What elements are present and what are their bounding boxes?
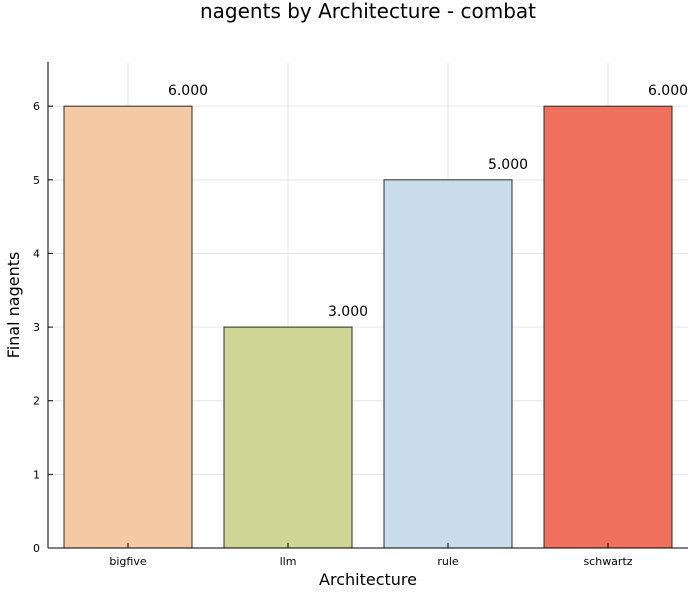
data-label-schwartz: 6.000 (648, 83, 688, 99)
chart-title: nagents by Architecture - combat (200, 0, 536, 23)
data-label-rule: 5.000 (488, 157, 528, 173)
y-tick-label: 3 (33, 321, 40, 334)
axes: 0 1 2 3 4 5 6 bigfive llm rule schwartz (33, 62, 688, 568)
x-tick-label: schwartz (583, 555, 632, 568)
y-tick-label: 0 (33, 542, 40, 555)
y-tick-label: 6 (33, 100, 40, 113)
x-tick-label: llm (280, 555, 297, 568)
x-tick-label: bigfive (109, 555, 146, 568)
bar-llm (223, 326, 353, 549)
bars (63, 105, 673, 549)
bar-bigfive (63, 105, 193, 549)
bar-rule (383, 179, 513, 549)
x-axis-label: Architecture (319, 570, 417, 589)
y-tick-label: 2 (33, 395, 40, 408)
bar-schwartz (543, 105, 673, 549)
data-label-bigfive: 6.000 (168, 83, 208, 99)
data-labels: 6.000 3.000 5.000 6.000 (168, 83, 688, 320)
y-axis-label: Final nagents (4, 252, 23, 359)
data-label-llm: 3.000 (328, 304, 368, 320)
y-tick-label: 5 (33, 174, 40, 187)
x-tick-label: rule (437, 555, 459, 568)
y-tick-label: 1 (33, 468, 40, 481)
y-tick-label: 4 (33, 247, 40, 260)
